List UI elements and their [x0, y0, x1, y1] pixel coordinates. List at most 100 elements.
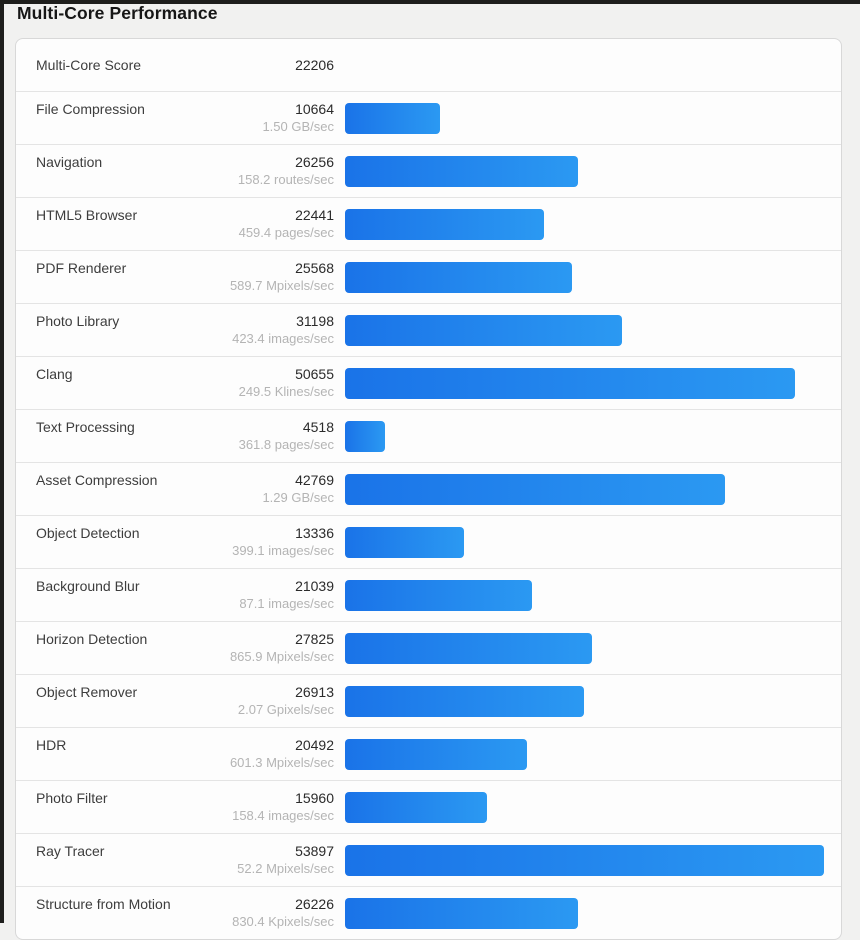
workload-rate: 249.5 Klines/sec: [238, 384, 334, 399]
row-line1: Clang 50655: [36, 365, 334, 383]
row-line1: File Compression 10664: [36, 100, 334, 118]
row-text-col: Clang 50655 249.5 Klines/sec: [36, 357, 334, 407]
row-line1: Object Remover 26913: [36, 683, 334, 701]
workload-label: Photo Filter: [36, 790, 108, 806]
page-title: Multi-Core Performance: [17, 3, 218, 23]
row-line1: Structure from Motion 26226: [36, 895, 334, 913]
benchmark-row: Horizon Detection 27825 865.9 Mpixels/se…: [16, 622, 841, 675]
workload-score: 25568: [295, 260, 334, 276]
workload-score: 27825: [295, 631, 334, 647]
workload-rate: 158.4 images/sec: [232, 808, 334, 823]
window-edge-left: [0, 0, 4, 923]
row-text-col: Asset Compression 42769 1.29 GB/sec: [36, 463, 334, 513]
score-bar: [345, 420, 386, 452]
workload-score: 26256: [295, 154, 334, 170]
row-text-col: Structure from Motion 26226 830.4 Kpixel…: [36, 887, 334, 937]
score-bar: [345, 473, 726, 505]
summary-text-col: Multi-Core Score 22206: [36, 57, 334, 73]
score-bar: [345, 526, 464, 558]
row-line1: Ray Tracer 53897: [36, 842, 334, 860]
row-text-col: Text Processing 4518 361.8 pages/sec: [36, 410, 334, 460]
row-text-col: Background Blur 21039 87.1 images/sec: [36, 569, 334, 619]
row-text-col: HDR 20492 601.3 Mpixels/sec: [36, 728, 334, 778]
bar-track: [334, 887, 831, 939]
results-card: Multi-Core Score 22206 File Compression …: [15, 38, 842, 940]
benchmark-row: PDF Renderer 25568 589.7 Mpixels/sec: [16, 251, 841, 304]
row-text-col: PDF Renderer 25568 589.7 Mpixels/sec: [36, 251, 334, 301]
score-bar: [345, 738, 528, 770]
bar-track: [334, 675, 831, 727]
workload-label: HDR: [36, 737, 67, 753]
workload-label: Background Blur: [36, 578, 140, 594]
workload-rate: 399.1 images/sec: [232, 543, 334, 558]
workload-score: 53897: [295, 843, 334, 859]
workload-label: Text Processing: [36, 419, 135, 435]
row-text-col: Horizon Detection 27825 865.9 Mpixels/se…: [36, 622, 334, 672]
row-line1: Text Processing 4518: [36, 418, 334, 436]
score-bar: [345, 155, 579, 187]
row-text-col: Ray Tracer 53897 52.2 Mpixels/sec: [36, 834, 334, 884]
workload-score: 15960: [295, 790, 334, 806]
workload-score: 22441: [295, 207, 334, 223]
workload-rate: 423.4 images/sec: [232, 331, 334, 346]
benchmark-row: Navigation 26256 158.2 routes/sec: [16, 145, 841, 198]
summary-label: Multi-Core Score: [36, 57, 142, 73]
benchmark-row: Photo Filter 15960 158.4 images/sec: [16, 781, 841, 834]
summary-row: Multi-Core Score 22206: [16, 39, 841, 92]
workload-label: File Compression: [36, 101, 145, 117]
benchmark-row: HDR 20492 601.3 Mpixels/sec: [16, 728, 841, 781]
workload-label: Object Detection: [36, 525, 140, 541]
bar-track: [334, 463, 831, 515]
workload-score: 13336: [295, 525, 334, 541]
workload-label: Clang: [36, 366, 73, 382]
row-line1: Photo Library 31198: [36, 312, 334, 330]
benchmark-row: Structure from Motion 26226 830.4 Kpixel…: [16, 887, 841, 939]
bar-track: [334, 304, 831, 356]
workload-rate: 52.2 Mpixels/sec: [237, 861, 334, 876]
benchmark-row: Ray Tracer 53897 52.2 Mpixels/sec: [16, 834, 841, 887]
workload-rate: 459.4 pages/sec: [238, 225, 334, 240]
row-text-col: Object Detection 13336 399.1 images/sec: [36, 516, 334, 566]
row-line1: Horizon Detection 27825: [36, 630, 334, 648]
row-text-col: Photo Filter 15960 158.4 images/sec: [36, 781, 334, 831]
workload-rate: 865.9 Mpixels/sec: [229, 649, 334, 664]
row-line1: Background Blur 21039: [36, 577, 334, 595]
benchmark-row: Asset Compression 42769 1.29 GB/sec: [16, 463, 841, 516]
workload-score: 50655: [295, 366, 334, 382]
benchmark-rows: File Compression 10664 1.50 GB/sec Navig…: [16, 92, 841, 939]
score-bar: [345, 897, 579, 929]
score-bar: [345, 261, 573, 293]
bar-track: [334, 198, 831, 250]
benchmark-row: File Compression 10664 1.50 GB/sec: [16, 92, 841, 145]
benchmark-row: Object Remover 26913 2.07 Gpixels/sec: [16, 675, 841, 728]
workload-score: 10664: [295, 101, 334, 117]
benchmark-row: Background Blur 21039 87.1 images/sec: [16, 569, 841, 622]
row-text-col: Photo Library 31198 423.4 images/sec: [36, 304, 334, 354]
workload-score: 31198: [296, 313, 334, 329]
workload-rate: 601.3 Mpixels/sec: [229, 755, 334, 770]
benchmark-row: Text Processing 4518 361.8 pages/sec: [16, 410, 841, 463]
bar-track: [334, 145, 831, 197]
workload-score: 4518: [302, 419, 334, 435]
workload-label: Ray Tracer: [36, 843, 105, 859]
workload-rate: 158.2 routes/sec: [237, 172, 334, 187]
bar-track: [334, 569, 831, 621]
row-line1: Asset Compression 42769: [36, 471, 334, 489]
workload-score: 20492: [295, 737, 334, 753]
summary-bar-area: [334, 39, 831, 91]
score-bar: [345, 632, 593, 664]
score-bar: [345, 844, 824, 876]
benchmark-row: Object Detection 13336 399.1 images/sec: [16, 516, 841, 569]
summary-value: 22206: [295, 57, 334, 73]
workload-rate: 361.8 pages/sec: [238, 437, 334, 452]
bar-track: [334, 410, 831, 462]
row-text-col: File Compression 10664 1.50 GB/sec: [36, 92, 334, 142]
workload-label: Structure from Motion: [36, 896, 171, 912]
score-bar: [345, 314, 623, 346]
workload-label: Photo Library: [36, 313, 120, 329]
workload-score: 26913: [295, 684, 334, 700]
bar-track: [334, 834, 831, 886]
workload-rate: 830.4 Kpixels/sec: [232, 914, 334, 929]
workload-rate: 1.29 GB/sec: [262, 490, 334, 505]
score-bar: [345, 685, 585, 717]
